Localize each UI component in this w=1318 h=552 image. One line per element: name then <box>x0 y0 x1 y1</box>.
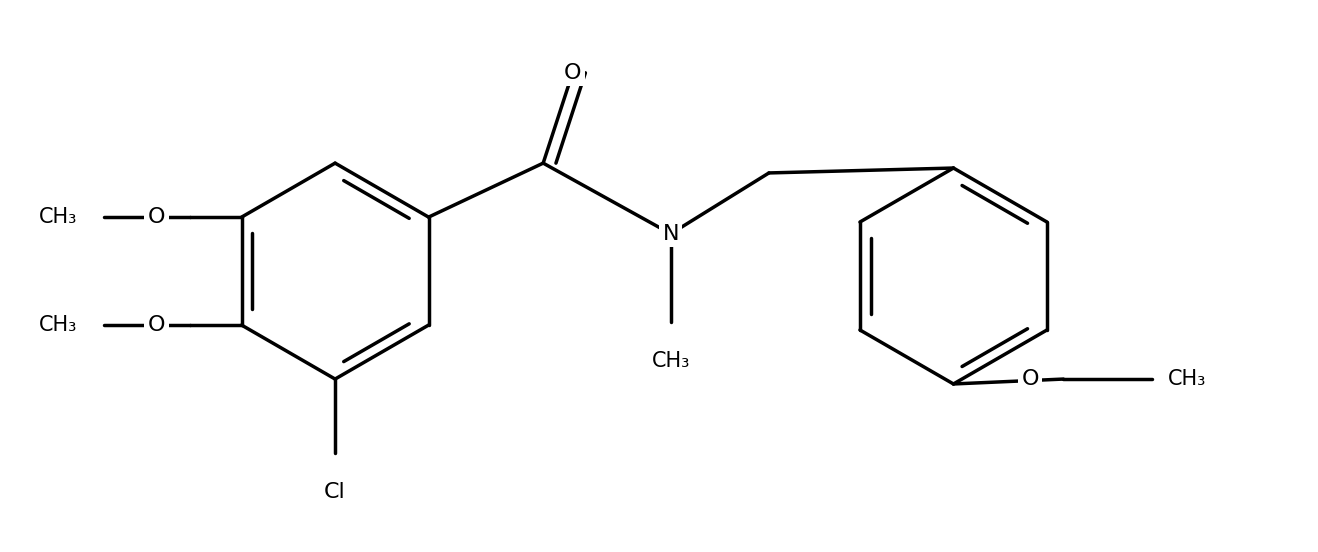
Text: CH₃: CH₃ <box>40 315 78 335</box>
Text: Cl: Cl <box>324 482 347 502</box>
Text: CH₃: CH₃ <box>1168 369 1206 389</box>
Text: CH₃: CH₃ <box>651 352 689 371</box>
Text: N: N <box>663 224 679 244</box>
Text: CH₃: CH₃ <box>40 207 78 227</box>
Text: O: O <box>564 63 581 83</box>
Text: O: O <box>1021 369 1039 389</box>
Text: O: O <box>148 207 165 227</box>
Text: O: O <box>148 315 165 335</box>
